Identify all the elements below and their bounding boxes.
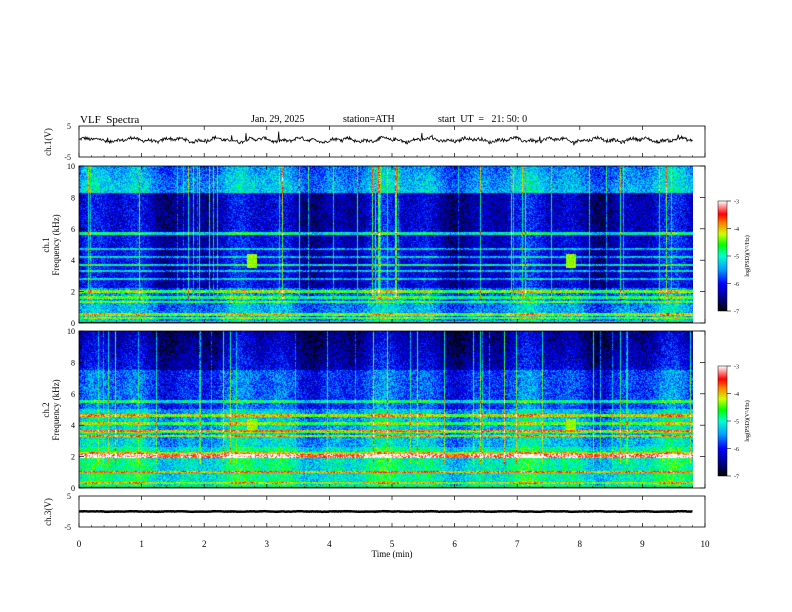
colorbar-tick-label: -3 (734, 365, 739, 371)
freq-tick-label: 6 (71, 390, 75, 399)
x-tick-label: 8 (578, 539, 583, 549)
ch2-spectrogram-panel: 0 2 4 6 8 10 ch.2 Frequency (kHz) (41, 327, 706, 493)
ch2-colorbar-ticks: -3 -4 -5 -6 -7 (727, 365, 739, 481)
ch2-freq-ticks: 0 2 4 6 8 10 (67, 327, 705, 493)
ch1-waveform-ylabel: ch.1(V) (43, 128, 53, 156)
colorbar-tick-label: -6 (734, 282, 739, 288)
ch1-freq-ticks: 0 2 4 6 8 10 (67, 162, 705, 328)
colorbar-tick-label: -7 (734, 475, 739, 481)
start-time-label: start UT = 21: 50: 0 (438, 114, 528, 125)
freq-tick-label: 4 (71, 256, 75, 265)
ch3-waveform-trace (78, 509, 693, 514)
ch1-freq-axis-label: Frequency (kHz) (51, 214, 61, 275)
x-tick-label: 3 (265, 539, 270, 549)
freq-tick-label: 8 (71, 358, 75, 367)
x-tick-label: 1 (139, 539, 144, 549)
ch1-colorbar-label: log(PSD)(V²/Hz) (744, 235, 751, 276)
freq-tick-label: 0 (71, 319, 75, 328)
ch2-colorbar-label: log(PSD)(V²/Hz) (744, 400, 751, 441)
ch2-spectrogram-image (79, 331, 693, 488)
ch3-waveform-ylabel: ch.3(V) (43, 498, 53, 526)
colorbar-tick-label: -4 (734, 227, 739, 233)
waveform-line (78, 509, 693, 514)
ch1-colorbar: -3 -4 -5 -6 -7 log(PSD)(V²/Hz) (717, 200, 751, 316)
colorbar-tick-label: -5 (734, 420, 739, 426)
station-label: station=ATH (343, 114, 395, 125)
x-tick-label: 9 (640, 539, 645, 549)
ch1-ytick-top: 5 (67, 122, 71, 131)
ch3-ytick-top: 5 (67, 492, 71, 501)
x-tick-label: 4 (327, 539, 332, 549)
freq-tick-label: 2 (71, 288, 75, 297)
ch1-waveform-panel: 5 -5 ch.1(V) (43, 122, 706, 162)
ch1-spectrogram-image (79, 166, 693, 323)
x-tick-label: 10 (701, 539, 711, 549)
x-tick-label: 7 (515, 539, 520, 549)
x-tick-label: 2 (202, 539, 207, 549)
colorbar-tick-label: -5 (734, 255, 739, 261)
ch3-ytick-bottom: -5 (64, 523, 71, 532)
freq-tick-label: 4 (71, 421, 75, 430)
time-axis: 0 1 2 3 4 5 6 7 8 9 10 (77, 126, 710, 549)
freq-tick-label: 2 (71, 453, 75, 462)
ch2-colorbar-gradient (717, 365, 728, 477)
x-tick-label: 6 (452, 539, 457, 549)
ch1-colorbar-ticks: -3 -4 -5 -6 -7 (727, 200, 739, 316)
time-axis-label: Time (min) (372, 549, 413, 559)
date-label: Jan. 29, 2025 (251, 114, 305, 125)
ch3-waveform-panel: 5 -5 ch.3(V) (43, 492, 706, 532)
ch1-spectrogram-panel: 0 2 4 6 8 10 ch.1 Frequency (kHz) (41, 162, 706, 328)
ch1-ytick-bottom: -5 (64, 153, 71, 162)
x-tick-label: 5 (390, 539, 395, 549)
ch2-colorbar: -3 -4 -5 -6 -7 log(PSD)(V²/Hz) (717, 365, 751, 481)
freq-tick-label: 8 (71, 193, 75, 202)
chart-title: VLF Spectra (80, 114, 140, 126)
ch1-waveform-trace (78, 131, 693, 146)
ch1-channel-label: ch.1 (41, 237, 51, 252)
freq-tick-label: 10 (67, 327, 75, 336)
x-tick-label: 0 (77, 539, 82, 549)
colorbar-tick-label: -7 (734, 310, 739, 316)
ch1-colorbar-gradient (717, 200, 728, 312)
colorbar-tick-label: -4 (734, 392, 739, 398)
colorbar-tick-label: -3 (734, 200, 739, 206)
freq-tick-label: 0 (71, 484, 75, 493)
freq-tick-label: 6 (71, 225, 75, 234)
freq-tick-label: 10 (67, 162, 75, 171)
ch2-freq-axis-label: Frequency (kHz) (51, 379, 61, 440)
waveform-line (78, 131, 693, 146)
colorbar-tick-label: -6 (734, 447, 739, 453)
ch2-channel-label: ch.2 (41, 402, 51, 417)
